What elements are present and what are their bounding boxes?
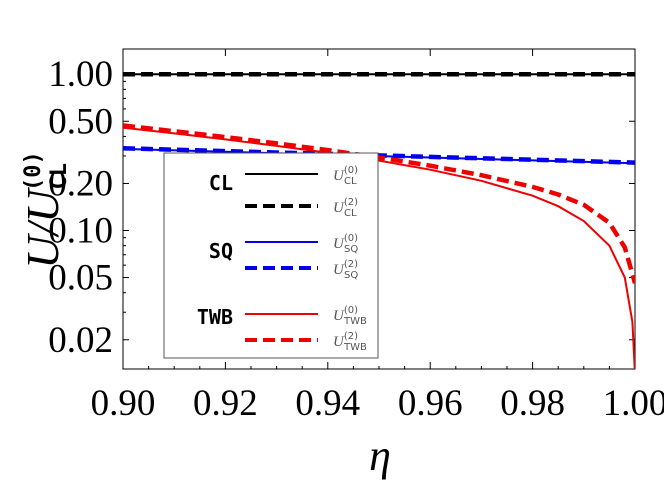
x-axis-label: η (369, 431, 391, 480)
x-tick-label: 0.92 (193, 383, 258, 424)
y-axis-ticks: 0.02 0.05 0.10 0.20 0.50 1.00 (48, 54, 635, 361)
legend-entry-label: U(2) CL (333, 197, 358, 219)
svg-text:U/UCL(0): U/UCL(0) (17, 151, 72, 268)
y-tick-label: 0.50 (48, 101, 113, 142)
y-label-sup: (0) (21, 151, 46, 191)
legend-group-label: SQ (209, 239, 233, 263)
y-tick-label: 1.00 (48, 54, 113, 95)
y-label-base: U/U (17, 187, 68, 269)
y-tick-label: 0.20 (48, 163, 113, 204)
x-tick-label: 0.98 (500, 383, 565, 424)
legend-entry-label: U(0) SQ (333, 233, 358, 255)
x-tick-label: 0.96 (398, 383, 463, 424)
legend-box (163, 152, 379, 359)
y-axis-label: U/UCL(0) (17, 151, 72, 268)
legend: CL U(0) CL U(2) CL SQ U(0) SQ U(2) SQ TWB U(0) TWB U(… (163, 152, 379, 359)
y-tick-label: 0.02 (48, 320, 113, 361)
series-line-5 (123, 123, 635, 284)
series-line-4 (123, 126, 635, 369)
x-tick-label: 1.00 (603, 383, 664, 424)
legend-group-label: TWB (197, 305, 233, 329)
y-label-sub: CL (47, 163, 72, 190)
legend-entry-label: U(0) CL (333, 165, 358, 187)
legend-entry-label: U(2) TWB (333, 331, 367, 353)
x-axis-ticks: 0.90 0.92 0.94 0.96 0.98 1.00 (91, 49, 664, 424)
x-tick-label: 0.90 (91, 383, 156, 424)
series-layer (123, 71, 635, 369)
plot-area: 0.020.050.100.200.501.00 0.90 0.92 0.94 0.9… (48, 48, 664, 424)
legend-entry-label: U(2) SQ (333, 259, 358, 281)
x-tick-label: 0.94 (295, 383, 360, 424)
y-tick-label: 0.10 (48, 211, 113, 252)
legend-entry-label: U(0) TWB (333, 305, 367, 327)
legend-group-label: CL (209, 171, 233, 195)
y-tick-label: 0.05 (48, 258, 113, 299)
